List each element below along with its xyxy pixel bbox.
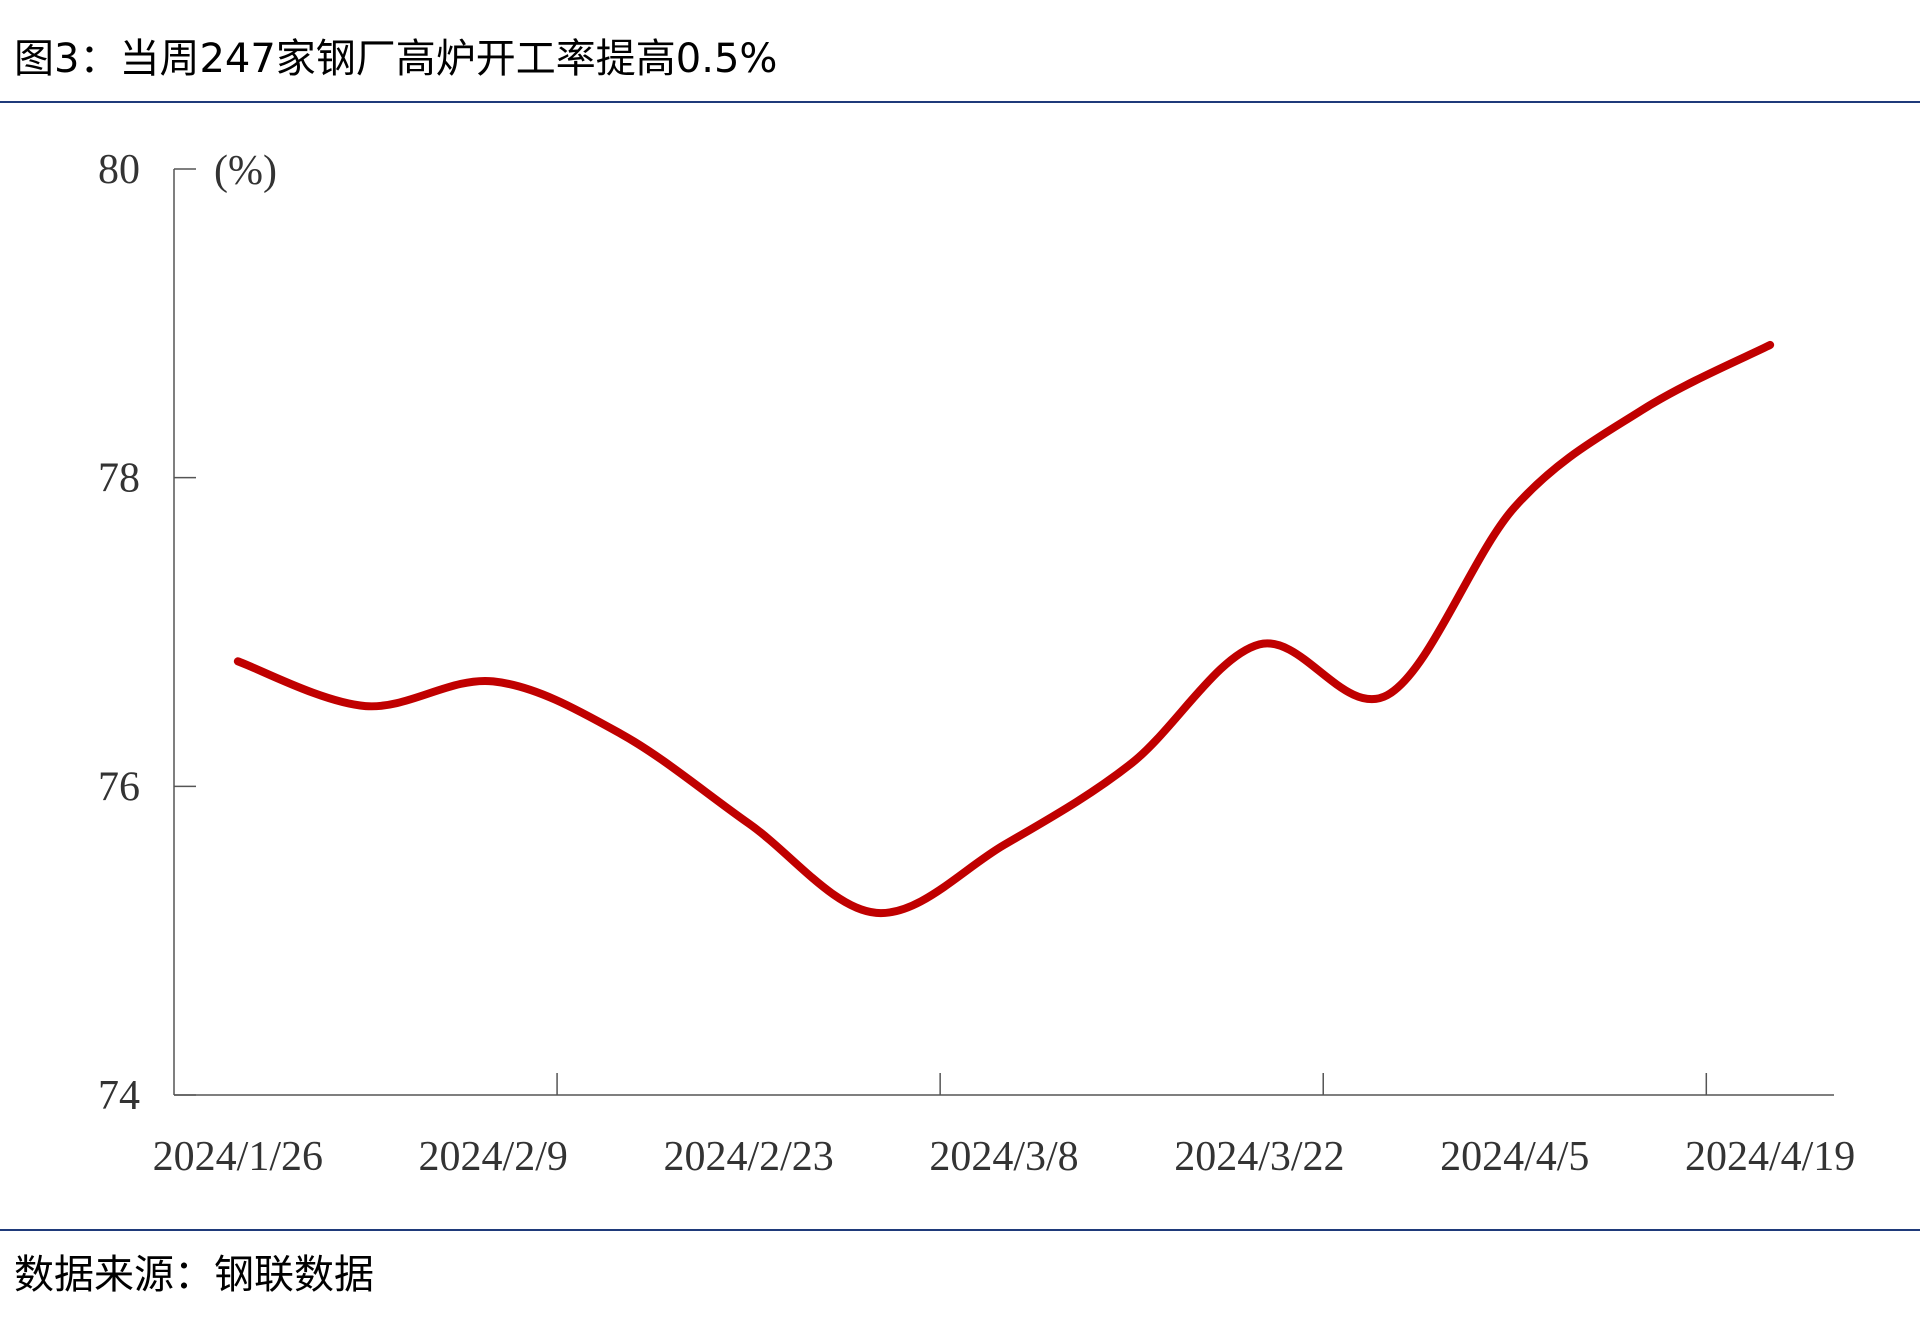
y-tick-label: 80 bbox=[98, 147, 140, 193]
y-tick-label: 76 bbox=[98, 764, 140, 810]
chart-title: 图3：当周247家钢厂高炉开工率提高0.5% bbox=[14, 36, 777, 82]
x-tick-label: 2024/3/8 bbox=[929, 1134, 1078, 1180]
y-axis-label: (%) bbox=[214, 148, 277, 194]
x-tick-label: 2024/4/19 bbox=[1685, 1134, 1855, 1180]
x-tick-label: 2024/2/23 bbox=[663, 1134, 833, 1180]
y-tick-label: 74 bbox=[98, 1073, 140, 1119]
x-tick-label: 2024/2/9 bbox=[419, 1134, 568, 1180]
source: 数据来源：钢联数据 bbox=[14, 1252, 374, 1298]
series-line bbox=[233, 340, 1775, 917]
x-tick-label: 2024/3/22 bbox=[1174, 1134, 1344, 1180]
y-tick-label: 78 bbox=[98, 456, 140, 502]
x-tick-label: 2024/1/26 bbox=[153, 1134, 323, 1180]
x-tick-label: 2024/4/5 bbox=[1440, 1134, 1589, 1180]
